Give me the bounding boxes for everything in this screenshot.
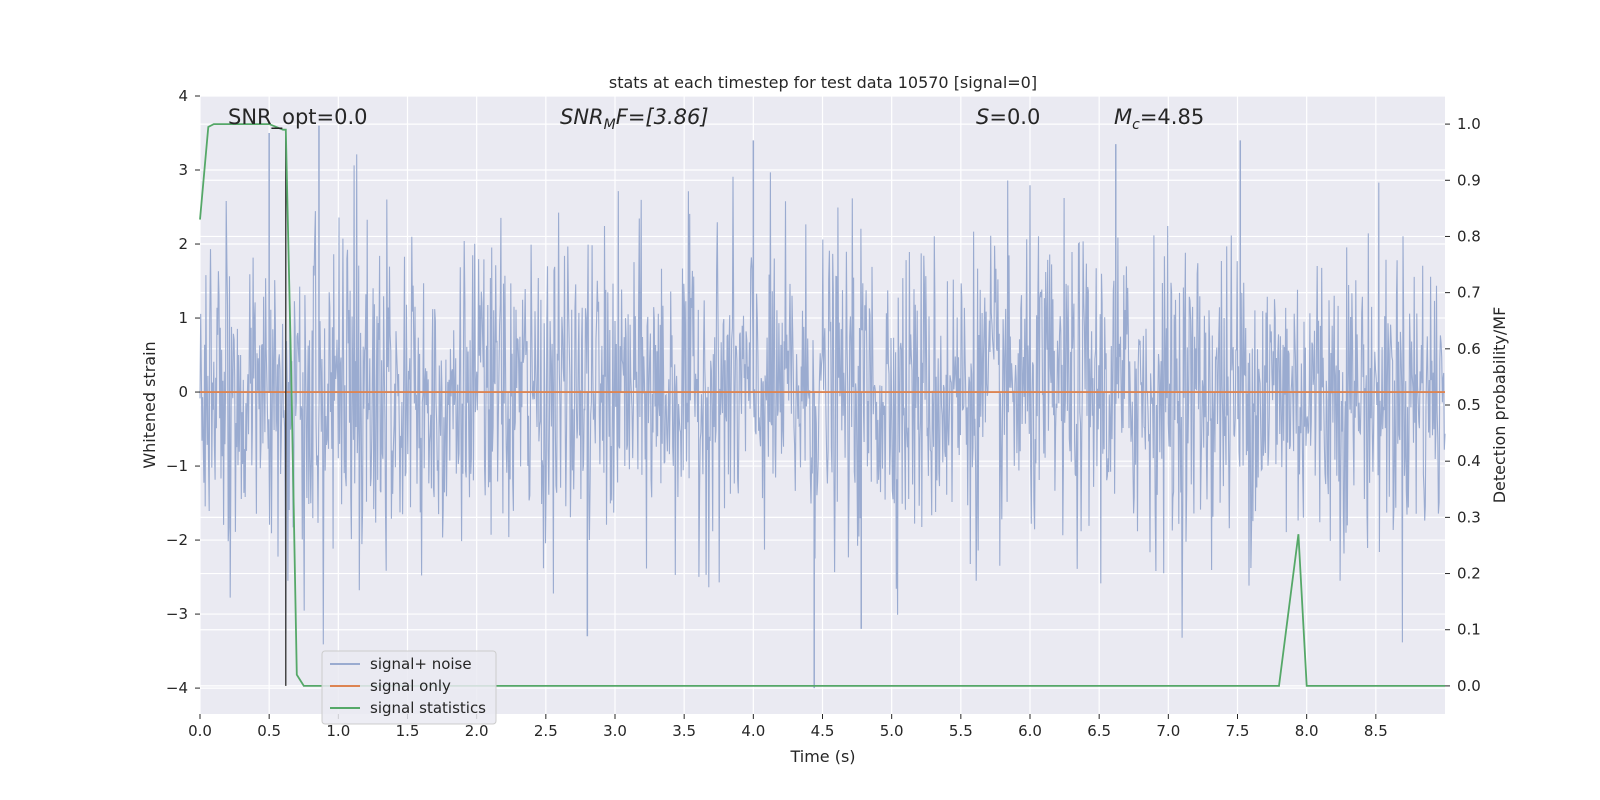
x-tick-label: 0.5 — [257, 722, 281, 740]
snr-mf-sub: M — [604, 117, 616, 133]
y2-axis-label: Detection probability/MF — [1490, 307, 1509, 504]
s-symbol: S — [976, 105, 989, 129]
mc-annotation: Mc=4.85 — [1114, 105, 1204, 133]
y-tick-label: 4 — [178, 87, 188, 105]
y-tick-label: −4 — [166, 679, 188, 697]
y-tick-label: 0 — [178, 383, 188, 401]
x-tick-label: 3.5 — [672, 722, 696, 740]
y-axis-label: Whitened strain — [140, 341, 159, 468]
y2-tick-label: 0.1 — [1457, 621, 1481, 639]
snr-mf-suffix: F=[3.86] — [616, 105, 709, 129]
x-tick-label: 8.0 — [1295, 722, 1319, 740]
x-tick-label: 7.0 — [1156, 722, 1180, 740]
s-annotation: S=0.0 — [976, 105, 1040, 129]
x-tick-label: 2.5 — [534, 722, 558, 740]
x-tick-label: 5.5 — [949, 722, 973, 740]
left-axis: 4 3 2 1 0 −1 −2 −3 −4 — [166, 87, 200, 697]
x-tick-label: 1.5 — [396, 722, 420, 740]
series-line-signal-statistics — [199, 123, 1445, 687]
x-tick-label: 2.0 — [465, 722, 489, 740]
x-tick-label: 5.0 — [880, 722, 904, 740]
y-tick-label: 3 — [178, 161, 188, 179]
x-tick-label: 1.0 — [326, 722, 350, 740]
snr-mf-annotation: SNRMF=[3.86] — [560, 105, 709, 133]
x-tick-label: 7.5 — [1226, 722, 1250, 740]
right-axis: 1.0 0.9 0.8 0.7 0.6 0.5 0.4 0.3 0.2 0.1 0.0 — [1445, 115, 1481, 695]
legend-label-noise: signal+ noise — [370, 655, 472, 673]
y2-tick-label: 0.7 — [1457, 284, 1481, 302]
y2-tick-label: 0.4 — [1457, 452, 1481, 470]
y-tick-label: −3 — [166, 605, 188, 623]
y2-tick-label: 0.6 — [1457, 340, 1481, 358]
snr-mf-prefix: SNR — [560, 105, 604, 129]
mc-symbol: M — [1114, 105, 1132, 129]
signal-noise-series — [199, 125, 1446, 689]
y2-tick-label: 0.8 — [1457, 227, 1481, 245]
legend-label-stats: signal statistics — [370, 699, 486, 717]
series-line-signal-noise — [199, 154, 1446, 645]
snr-opt-annotation: SNR_opt=0.0 — [228, 105, 368, 130]
y-tick-label: −2 — [166, 531, 188, 549]
y2-tick-label: 1.0 — [1457, 115, 1481, 133]
y2-tick-label: 0.2 — [1457, 565, 1481, 583]
chart-title: stats at each timestep for test data 105… — [609, 73, 1037, 92]
legend-label-signal: signal only — [370, 677, 451, 695]
y2-tick-label: 0.0 — [1457, 677, 1481, 695]
y-tick-label: 1 — [178, 309, 188, 327]
mc-value: =4.85 — [1140, 105, 1204, 129]
x-tick-label: 6.0 — [1018, 722, 1042, 740]
y2-tick-label: 0.3 — [1457, 508, 1481, 526]
x-tick-label: 4.0 — [741, 722, 765, 740]
y2-tick-label: 0.5 — [1457, 396, 1481, 414]
mc-sub: c — [1132, 117, 1140, 133]
legend: signal+ noise signal only signal statist… — [321, 650, 497, 725]
x-axis: 0.0 0.5 1.0 1.5 2.0 2.5 3.0 3.5 4.0 4.5 5.0 5.5 6.0 6… — [188, 714, 1388, 740]
x-tick-label: 4.5 — [811, 722, 835, 740]
y-tick-label: −1 — [166, 457, 188, 475]
y-tick-label: 2 — [178, 235, 188, 253]
x-tick-label: 3.0 — [603, 722, 627, 740]
legend-box — [321, 650, 497, 725]
x-tick-label: 0.0 — [188, 722, 212, 740]
line-series — [199, 123, 1445, 687]
y2-tick-label: 0.9 — [1457, 171, 1481, 189]
x-tick-label: 8.5 — [1364, 722, 1388, 740]
s-value: =0.0 — [989, 105, 1040, 129]
x-axis-label: Time (s) — [789, 747, 855, 766]
x-tick-label: 6.5 — [1087, 722, 1111, 740]
